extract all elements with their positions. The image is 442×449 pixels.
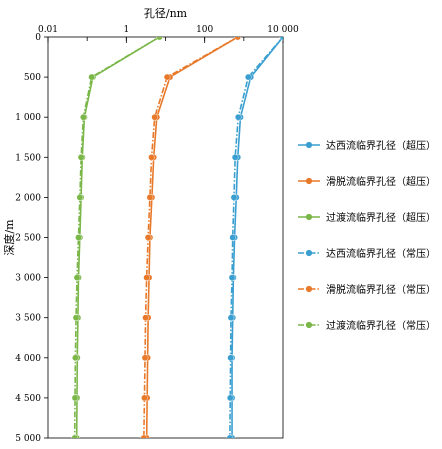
data-point xyxy=(151,113,159,121)
data-point xyxy=(142,314,149,322)
data-point xyxy=(88,73,95,81)
legend-item-5: 滑脱流临界孔径（常压） xyxy=(298,283,436,296)
legend-label: 达西流临界孔径（超压） xyxy=(326,139,436,152)
legend-item-6: 过渡流临界孔径（常压） xyxy=(298,319,436,332)
data-point xyxy=(76,194,84,201)
data-point xyxy=(73,274,81,281)
legend-swatch-marker xyxy=(305,321,313,329)
series-1 xyxy=(228,37,283,438)
data-point xyxy=(141,354,149,362)
legend-swatch-marker xyxy=(305,177,313,185)
data-point xyxy=(71,394,79,402)
y-tick-label: 4 500 xyxy=(15,394,41,404)
data-point xyxy=(146,194,154,201)
legend-item-3: 过渡流临界孔径（超压） xyxy=(298,211,436,224)
series-4 xyxy=(226,37,283,438)
data-point xyxy=(75,234,82,241)
legend-item-1: 达西流临界孔径（超压） xyxy=(298,139,436,152)
series-line xyxy=(229,37,283,438)
data-point xyxy=(80,113,87,121)
x-tick-label: 0.01 xyxy=(38,25,58,35)
data-point xyxy=(163,73,171,81)
data-point xyxy=(143,274,150,281)
data-point xyxy=(140,434,148,438)
data-point xyxy=(244,73,252,81)
series-2 xyxy=(143,37,242,438)
plot-frame xyxy=(47,36,284,439)
plot-area xyxy=(71,37,283,438)
legend-item-2: 滑脱流临界孔径（超压） xyxy=(298,175,436,188)
series-line xyxy=(143,37,239,438)
series-5 xyxy=(140,37,242,438)
y-tick-label: 2 000 xyxy=(15,193,41,203)
axes: 0.01 1 100 10 000 0 500 1 000 1 500 2 000 2 500 3 … xyxy=(15,25,299,444)
legend-label: 达西流临界孔径（常压） xyxy=(326,247,436,260)
data-point xyxy=(226,434,234,438)
data-point xyxy=(226,394,234,402)
data-point xyxy=(144,234,152,241)
legend: 达西流临界孔径（超压） 滑脱流临界孔径（超压） 过渡流临界孔径（超压） 达西流临界孔径… xyxy=(298,139,436,332)
y-tick-label: 1 000 xyxy=(15,113,41,123)
legend-swatch-marker xyxy=(305,141,313,149)
series-line xyxy=(73,37,160,438)
data-point xyxy=(234,37,242,41)
y-axis-title: 深度/m xyxy=(2,219,16,256)
data-point xyxy=(228,274,236,281)
data-point xyxy=(227,314,235,322)
series-line xyxy=(145,37,239,438)
legend-swatch-marker xyxy=(305,249,313,257)
data-point xyxy=(141,394,148,402)
legend-label: 滑脱流临界孔径（常压） xyxy=(326,283,436,296)
data-point xyxy=(229,234,237,241)
legend-swatch-marker xyxy=(305,285,313,293)
legend-label: 滑脱流临界孔径（超压） xyxy=(326,175,436,188)
data-point xyxy=(279,37,283,41)
y-tick-label: 1 500 xyxy=(15,153,41,163)
data-point xyxy=(72,354,79,362)
data-point xyxy=(230,194,238,201)
legend-label: 过渡流临界孔径（常压） xyxy=(326,319,436,332)
series-6 xyxy=(71,37,163,438)
x-tick-label: 10 000 xyxy=(267,25,299,35)
x-axis-title: 孔径/nm xyxy=(144,7,188,20)
y-tick-label: 4 000 xyxy=(15,354,41,364)
data-point xyxy=(227,354,234,362)
y-tick-label: 0 xyxy=(35,33,41,43)
data-point xyxy=(72,314,80,322)
data-point xyxy=(234,113,242,121)
y-tick-label: 3 500 xyxy=(15,314,41,324)
y-tick-label: 5 000 xyxy=(15,434,41,444)
legend-item-4: 达西流临界孔径（常压） xyxy=(298,247,436,260)
x-tick-label: 100 xyxy=(196,25,213,35)
series-line xyxy=(231,37,283,438)
legend-swatch-marker xyxy=(305,213,313,221)
legend-label: 过渡流临界孔径（超压） xyxy=(326,211,436,224)
data-point xyxy=(71,434,78,438)
data-point xyxy=(156,37,163,41)
y-tick-label: 3 000 xyxy=(15,274,41,284)
data-point xyxy=(148,153,155,161)
y-tick-label: 2 500 xyxy=(15,234,41,244)
data-point xyxy=(77,153,85,161)
y-tick-label: 500 xyxy=(24,73,41,83)
x-tick-label: 1 xyxy=(123,25,129,35)
data-point xyxy=(231,153,239,161)
